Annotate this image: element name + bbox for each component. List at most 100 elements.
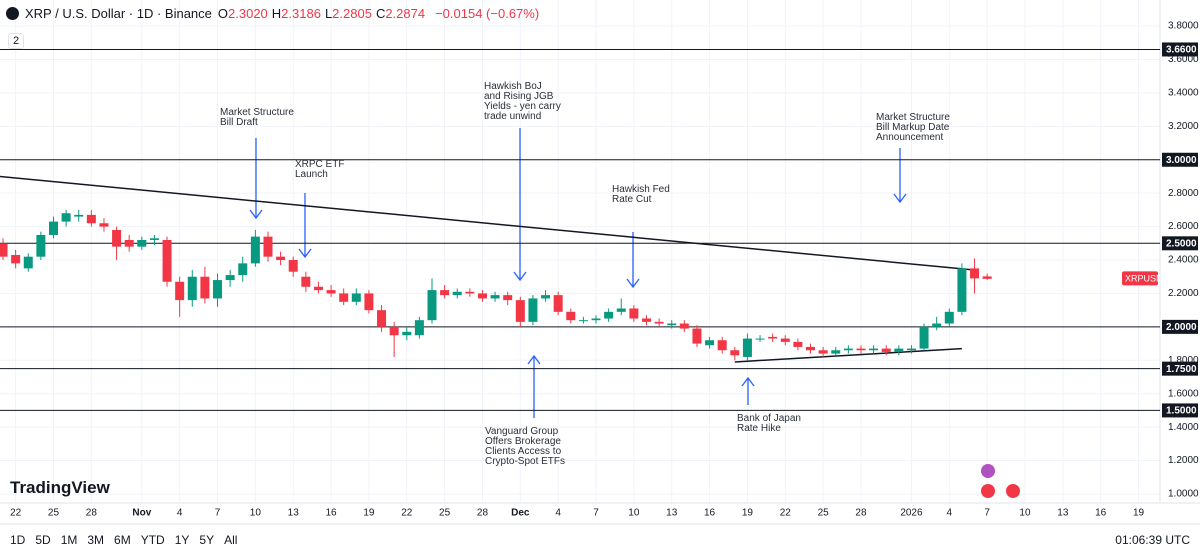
annotation: Hawkish Fed Rate Cut [612, 185, 670, 205]
indicator-toggle[interactable]: 2 [8, 33, 25, 49]
annotation-line: Market Structure [220, 107, 294, 118]
candle-body [124, 239, 134, 247]
candle-body [856, 348, 866, 351]
candle-body [919, 326, 929, 349]
annotation-line: Launch [295, 169, 328, 180]
candle-body [276, 256, 286, 261]
x-tick-label: 13 [288, 508, 300, 519]
range-button[interactable]: All [224, 533, 238, 547]
annotation-line: Clients Access to [485, 446, 562, 457]
candle-body [175, 281, 185, 301]
x-tick-label: 7 [215, 508, 221, 519]
candle-body [200, 276, 210, 299]
change: −0.0154 (−0.67%) [435, 6, 540, 21]
candle-body [377, 310, 387, 327]
range-button[interactable]: YTD [140, 533, 165, 547]
candle-body [250, 236, 260, 264]
annotation-line: Yields - yen carry [484, 101, 561, 112]
ohlc-label: L [324, 6, 333, 21]
x-tick-label: 19 [742, 508, 754, 519]
annotation-line: Hawkish BoJ [484, 81, 542, 92]
y-tick-label: 3.8000 [1168, 21, 1199, 32]
ohlc-label: C [375, 6, 386, 21]
range-button[interactable]: 1M [60, 533, 78, 547]
annotation-line: Announcement [876, 132, 944, 143]
event-icon[interactable] [981, 484, 995, 498]
level-label-box [1162, 42, 1198, 57]
candle-body [553, 295, 563, 312]
annotation: Vanguard Group Offers Brokerage Clients Ac… [485, 427, 565, 467]
annotation-line: Bank of Japan [737, 413, 801, 424]
candle-body [339, 293, 349, 302]
candle-body [806, 346, 816, 351]
candle-body [616, 308, 626, 312]
logo: TradingView [10, 478, 110, 497]
candle-body [99, 223, 109, 227]
candle-body [74, 214, 84, 217]
x-tick-label: 25 [818, 508, 830, 519]
annotation-line: trade unwind [484, 111, 542, 122]
candle-body [225, 275, 235, 281]
x-tick-label: 25 [439, 508, 451, 519]
level-label-box [1162, 319, 1198, 334]
level-label: 3.0000 [1166, 155, 1197, 166]
ohlc: O2.3020 H2.3186 L2.2805 C2.2874 [218, 6, 429, 21]
annotation-line: Bill Draft [220, 117, 258, 128]
x-tick-label: 2026 [900, 508, 923, 519]
candle-body [23, 256, 33, 269]
annotation-line: Bill Markup Date [876, 122, 950, 133]
x-tick-label: 16 [1095, 508, 1107, 519]
candle-body [490, 295, 500, 299]
annotation: XRPC ETF Launch [295, 160, 344, 180]
candle-body [541, 295, 551, 299]
range-button[interactable]: 3M [87, 533, 105, 547]
candle-body [389, 326, 399, 336]
candle-body [364, 293, 374, 311]
x-tick-label: 22 [780, 508, 792, 519]
y-tick-label: 2.2000 [1168, 288, 1199, 299]
ohlc-value: 2.3020 [228, 6, 268, 21]
candle-body [591, 318, 601, 321]
candle-body [881, 348, 891, 352]
candle-body [528, 298, 538, 322]
range-button[interactable]: 1D [10, 533, 26, 547]
candle-body [288, 260, 298, 272]
x-tick-label: 13 [1057, 508, 1069, 519]
event-icon[interactable] [981, 464, 995, 478]
level-label: 2.5000 [1166, 238, 1197, 249]
candle-body [149, 238, 159, 240]
annotation: Bank of Japan Rate Hike [737, 414, 801, 434]
annotation: Market Structure Bill Markup Date Announce… [876, 113, 950, 143]
candle-body [843, 348, 853, 351]
candle-body [641, 318, 651, 322]
x-tick-label: 19 [363, 508, 375, 519]
candle-body [238, 263, 248, 276]
candle-body [578, 320, 588, 322]
y-tick-label: 2.4000 [1168, 255, 1199, 266]
x-tick-label: 28 [86, 508, 98, 519]
range-button[interactable]: 6M [114, 533, 131, 547]
level-label: 1.7500 [1166, 364, 1197, 375]
candle-body [301, 276, 311, 287]
x-tick-label: 16 [326, 508, 338, 519]
annotation: Market Structure Bill Draft [220, 108, 294, 128]
candle-body [717, 340, 727, 351]
range-button[interactable]: 1Y [174, 533, 190, 547]
x-tick-label: 16 [704, 508, 716, 519]
candle-body [137, 239, 147, 247]
range-button[interactable]: 5Y [199, 533, 215, 547]
x-tick-label: 4 [177, 508, 183, 519]
ohlc-value: 2.2805 [332, 6, 372, 21]
symbol-icon [6, 7, 19, 20]
annotation-line: Market Structure [876, 112, 950, 123]
x-tick-label: 28 [477, 508, 489, 519]
candle-body [414, 320, 424, 336]
ohlc-value: 2.2874 [385, 6, 426, 21]
candle-body [86, 214, 96, 224]
x-tick-label: 13 [666, 508, 678, 519]
candle-body [692, 328, 702, 344]
range-button[interactable]: 5D [35, 533, 51, 547]
candle-body [313, 286, 323, 291]
event-icon[interactable] [1006, 484, 1020, 498]
